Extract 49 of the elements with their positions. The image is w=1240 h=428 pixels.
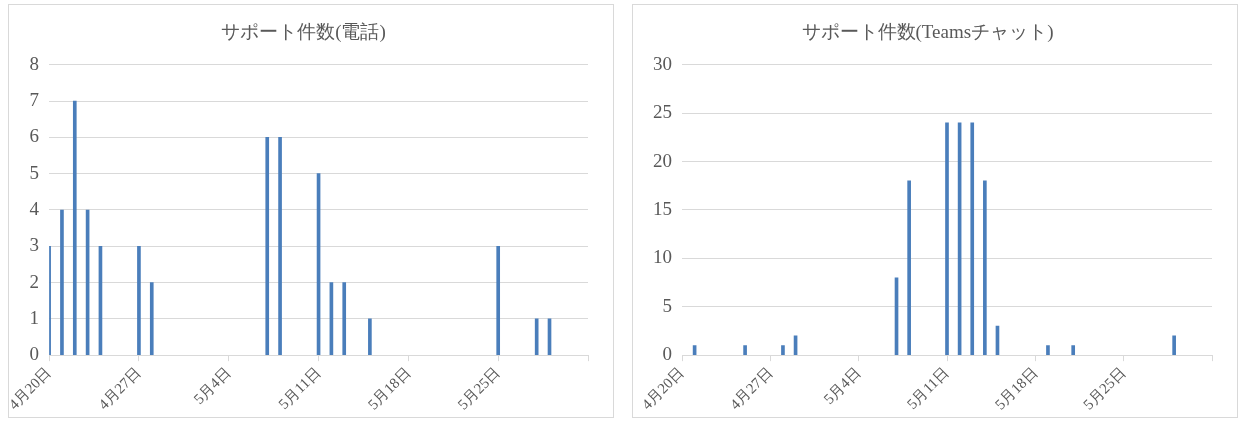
- x-tick-label: 5月18日: [364, 364, 414, 413]
- y-tick-label: 4: [29, 197, 40, 219]
- chart-title: サポート件数(Teamsチャット): [801, 21, 1054, 44]
- y-tick-label: 0: [662, 343, 672, 365]
- bar: [265, 137, 270, 355]
- bar: [342, 282, 347, 355]
- x-tick-label: 5月11日: [275, 364, 324, 413]
- bar: [970, 122, 975, 355]
- bar: [907, 180, 911, 355]
- bar: [72, 100, 77, 355]
- y-tick-label: 6: [29, 125, 40, 147]
- x-tick-label: 5月4日: [820, 364, 864, 408]
- bar: [743, 345, 747, 355]
- x-tick-label: 4月20日: [5, 364, 55, 413]
- x-tick-label: 4月27日: [95, 364, 144, 413]
- y-tick-label: 1: [29, 306, 40, 328]
- bar: [1071, 345, 1076, 355]
- bar: [60, 209, 64, 355]
- y-tick-label: 8: [29, 52, 40, 74]
- x-tick-label: 5月4日: [190, 364, 234, 408]
- y-tick-label: 5: [662, 294, 672, 316]
- y-tick-label: 2: [29, 270, 40, 292]
- bar: [368, 318, 372, 355]
- y-tick-label: 10: [653, 246, 672, 268]
- bar: [278, 137, 282, 355]
- bar: [149, 282, 154, 355]
- bar: [1046, 345, 1050, 355]
- x-tick-label: 5月25日: [454, 364, 504, 413]
- bar: [534, 318, 539, 355]
- y-tick-label: 25: [653, 101, 672, 123]
- x-tick-label: 4月27日: [726, 364, 776, 413]
- bar: [781, 345, 785, 355]
- bar: [496, 245, 501, 355]
- y-tick-label: 3: [29, 234, 40, 256]
- bar: [983, 180, 987, 355]
- x-tick-label: 4月20日: [638, 364, 687, 413]
- bar: [1172, 335, 1176, 355]
- bar: [137, 245, 141, 355]
- x-tick-label: 5月18日: [991, 364, 1041, 413]
- y-tick-label: 20: [653, 149, 672, 171]
- y-tick-label: 7: [29, 89, 40, 111]
- y-tick-label: 5: [29, 161, 40, 183]
- chart-title: サポート件数(電話): [221, 21, 386, 44]
- y-tick-label: 30: [653, 52, 672, 74]
- y-tick-label: 15: [653, 197, 672, 219]
- x-tick-label: 5月11日: [903, 364, 952, 413]
- y-tick-label: 0: [29, 343, 40, 365]
- x-tick-label: 5月25日: [1080, 364, 1129, 413]
- bar: [945, 122, 949, 355]
